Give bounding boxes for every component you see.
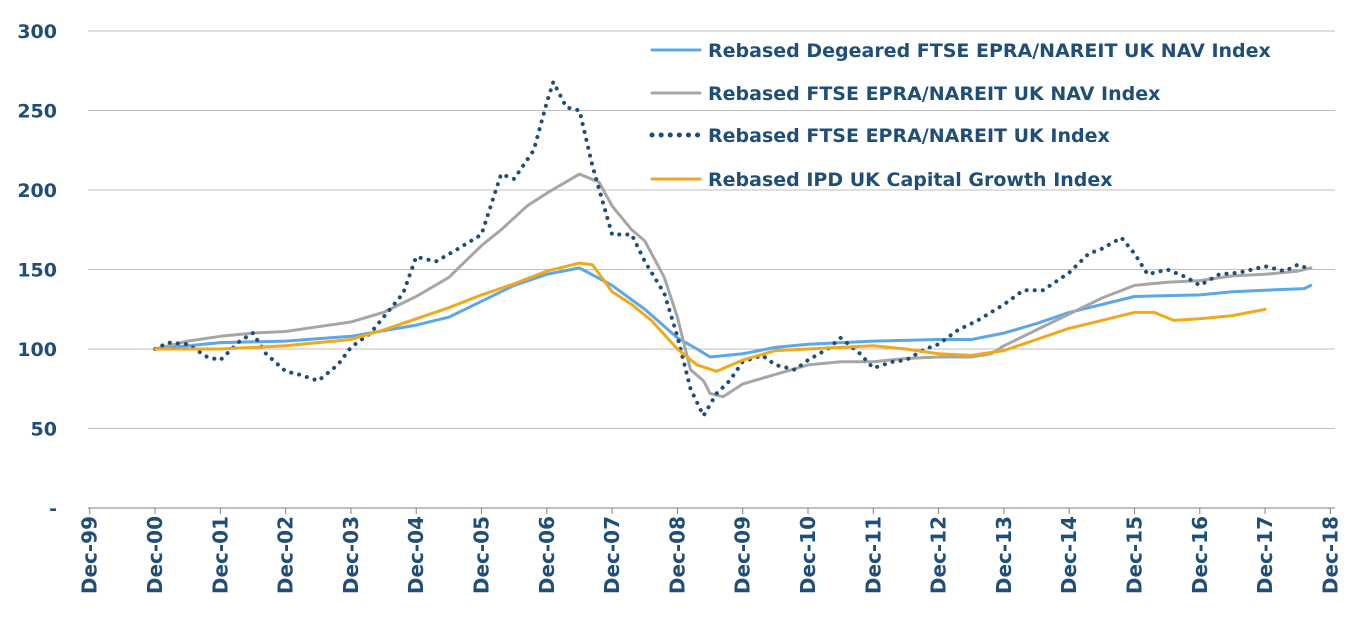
y-tick-label: 300 — [17, 21, 57, 43]
x-tick-label: Dec-12 — [927, 516, 951, 594]
x-tick-label: Dec-15 — [1123, 516, 1147, 594]
legend-label: Rebased FTSE EPRA/NAREIT UK NAV Index — [708, 83, 1160, 105]
legend-label: Rebased Degeared FTSE EPRA/NAREIT UK NAV… — [708, 40, 1271, 62]
y-tick-label: 50 — [31, 419, 57, 441]
x-tick-label: Dec-08 — [665, 516, 689, 594]
x-tick-label: Dec-01 — [208, 516, 232, 594]
y-tick-label: 250 — [17, 101, 57, 123]
x-tick-label: Dec-10 — [796, 516, 820, 594]
series-line — [153, 266, 1313, 359]
series-lines — [153, 79, 1313, 418]
y-tick-label: 100 — [17, 339, 57, 361]
y-tick-label: 200 — [17, 180, 57, 202]
legend-label: Rebased FTSE EPRA/NAREIT UK Index — [708, 125, 1110, 147]
x-tick-label: Dec-00 — [143, 516, 167, 594]
x-tick-label: Dec-04 — [404, 516, 428, 594]
x-tick-label: Dec-16 — [1188, 516, 1212, 594]
y-axis: - 50 100 150 200 250 300 — [17, 21, 57, 520]
x-tick-label: Dec-07 — [600, 516, 624, 594]
x-tick-label: Dec-02 — [274, 516, 298, 594]
x-tick-label: Dec-17 — [1253, 516, 1277, 594]
x-tick-label: Dec-18 — [1318, 516, 1342, 594]
gridlines — [88, 30, 1335, 509]
series-line — [153, 79, 1313, 418]
x-tick-label: Dec-05 — [470, 516, 494, 594]
x-tick-label: Dec-14 — [1057, 516, 1081, 594]
x-tick-label: Dec-13 — [992, 516, 1016, 594]
x-tick-label: Dec-09 — [731, 516, 755, 594]
x-tick-label: Dec-11 — [861, 516, 885, 594]
x-tick-label: Dec-99 — [78, 516, 102, 594]
y-tick-label: - — [49, 498, 57, 520]
x-tick-label: Dec-03 — [339, 516, 363, 594]
series-line — [153, 261, 1267, 373]
x-tick-label: Dec-06 — [535, 516, 559, 594]
legend-label: Rebased IPD UK Capital Growth Index — [708, 169, 1113, 191]
y-tick-label: 150 — [17, 260, 57, 282]
legend: Rebased Degeared FTSE EPRA/NAREIT UK NAV… — [649, 40, 1271, 191]
x-axis: Dec-99 Dec-00 Dec-01 Dec-02 Dec-03 Dec-04 Dec-… — [78, 508, 1342, 594]
series-line — [153, 172, 1313, 399]
